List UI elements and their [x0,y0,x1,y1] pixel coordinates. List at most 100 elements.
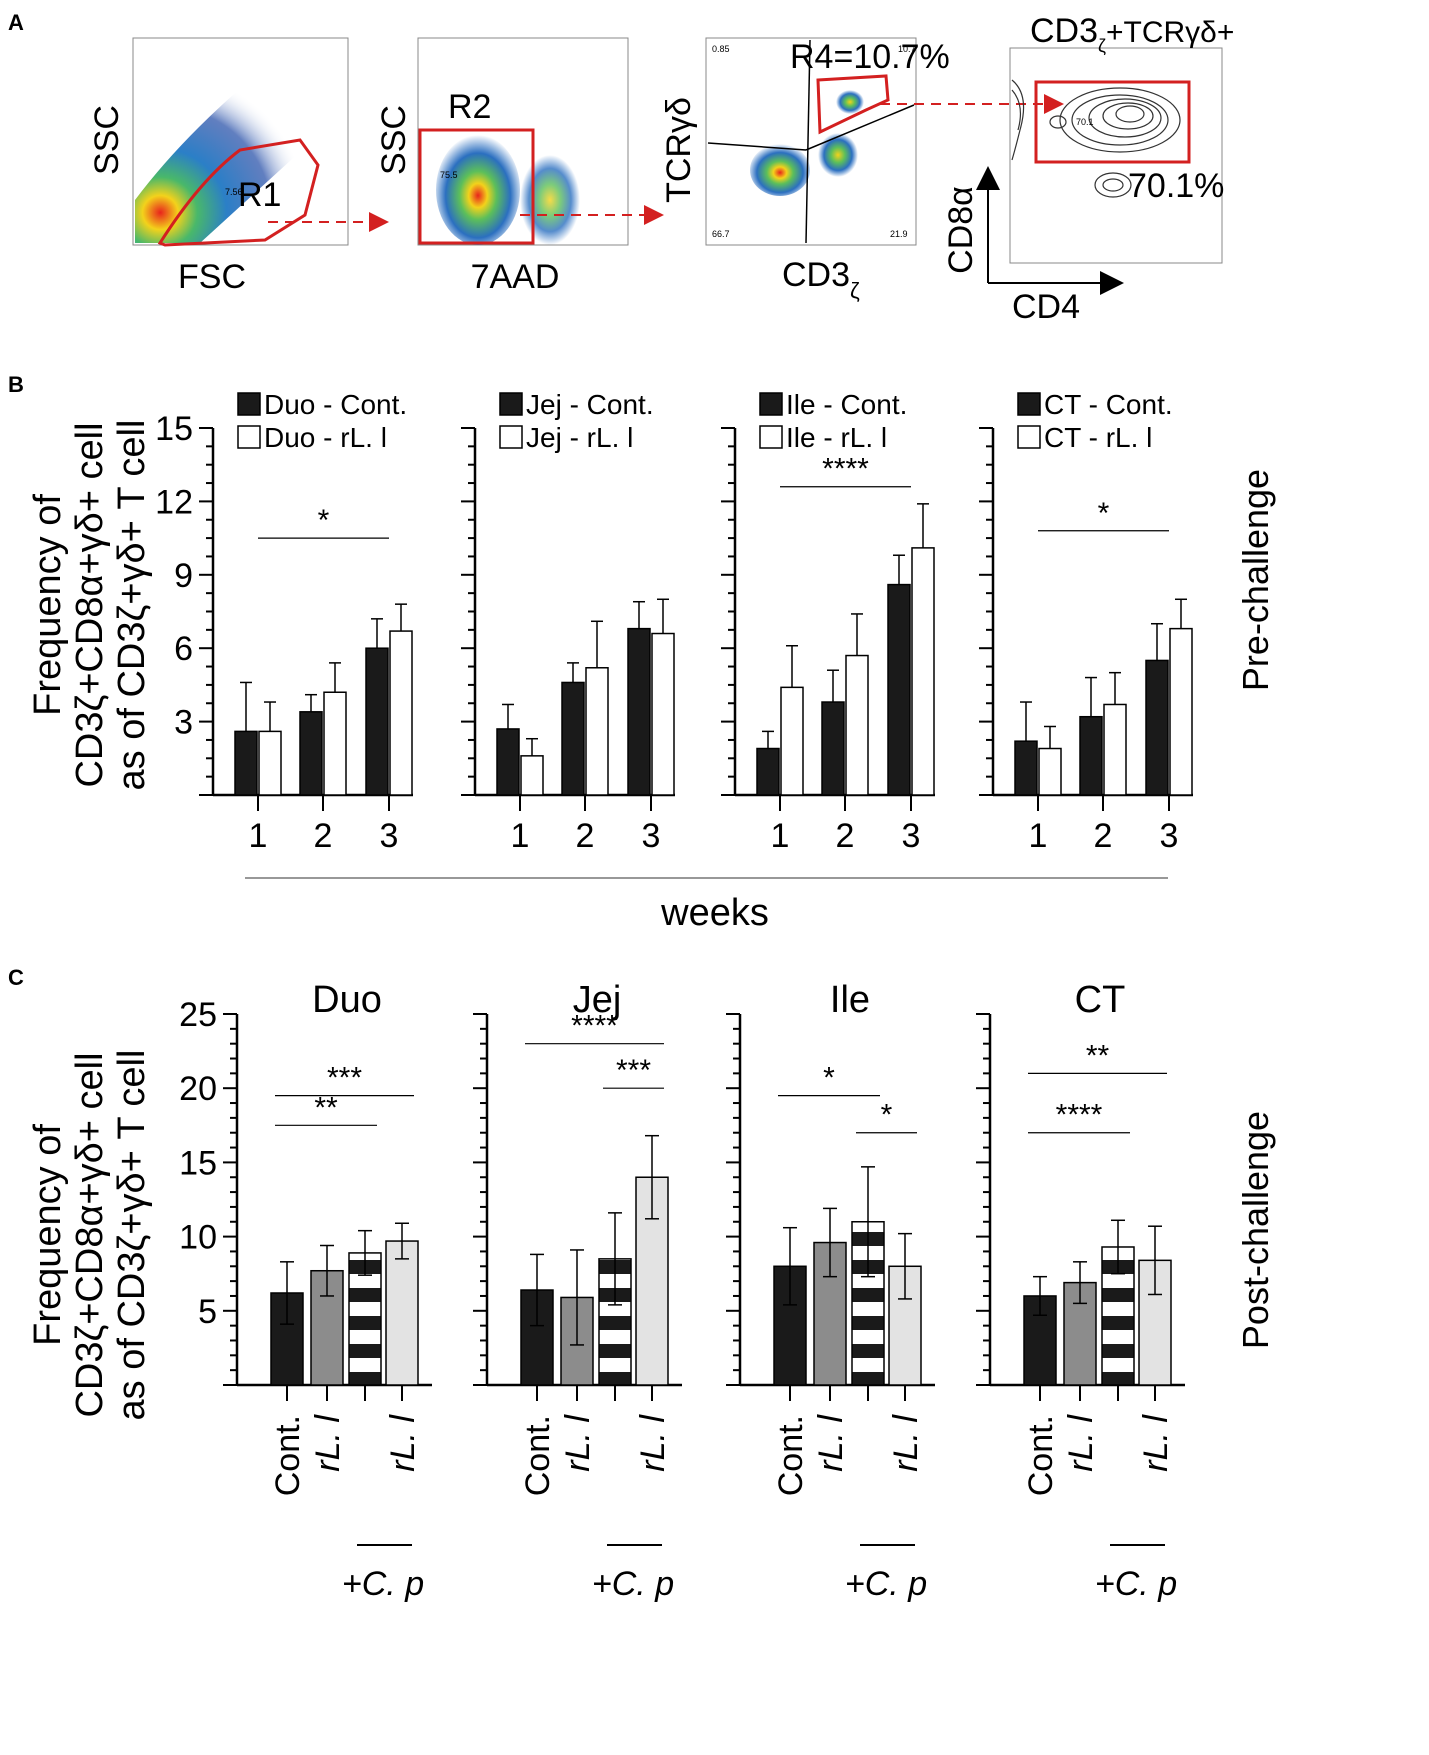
panel-title: Jej [573,979,622,1021]
legend-label-cont: Duo - Cont. [264,389,407,420]
flow-xlabel-7aad: 7AAD [471,258,560,296]
bar-rll-week-3 [651,632,675,796]
flow-plot-cd3-tcrgd: 0.85 10.7 66.7 21.9 R4=10.7% CD3ζ TCRγδ [660,37,1064,303]
bar-rll-week-2 [1103,703,1127,796]
gate-r4 [816,74,890,135]
legend-label-rll: Duo - rL. l [264,422,387,453]
flow-plot-cd4-cd8a: 70.1 70.1% CD3ζ+TCRγδ+ CD4 CD8α [942,12,1234,326]
x-tick-label: 2 [314,817,333,855]
flow-xlabel-fsc: FSC [178,258,246,296]
flow-plot-fsc-ssc: 7.56 R1 FSC SSC [88,37,389,296]
gate-cd8-percent: 70.1% [1128,167,1224,205]
bar-cont-week-1 [756,747,780,796]
significance-label: * [1098,497,1110,530]
x-tick-label: 1 [1029,817,1048,855]
legend-swatch-cont [759,392,783,416]
y-tick-label: 10 [179,1219,217,1257]
x-tick-label: rL. l [634,1414,672,1472]
x-tick-label: 1 [771,817,790,855]
flow-ylabel-cd8a: CD8α [942,186,980,274]
legend-swatch-rll [1017,425,1041,449]
bar-cont-week-1 [496,728,520,796]
gate-r4-label: R4=10.7% [790,38,950,76]
bar-cont-week-2 [1079,715,1103,796]
x-tick-label: 2 [576,817,595,855]
x-tick-label: rL. l [384,1414,422,1472]
y-axis-label-b-line2: CD3ζ+CD8α+γδ+ cell [69,422,111,787]
quadrant-divider [805,104,915,151]
bar-cont-week-3 [627,627,651,796]
legend-swatch-cont [1017,392,1041,416]
gate-r2-value: 75.5 [440,170,458,180]
gate-r2 [418,128,535,245]
y-axis-label-c-line1: Frequency of [27,1124,69,1346]
x-tick-label: rL. l [812,1414,850,1472]
flow-density-cluster [436,135,520,245]
y-tick-label: 9 [174,557,193,595]
bar-cont-week-1 [1014,740,1038,796]
x-axis-label-weeks: weeks [660,892,769,934]
bar-rll-week-1 [1038,747,1062,796]
contour-lines [1011,79,1181,198]
x-tick-label: 3 [1160,817,1179,855]
x-tick-label: rL. l [559,1414,597,1472]
legend-label-rll: CT - rL. l [1044,422,1152,453]
panel-letter-a: A [8,10,24,35]
legend-label-cont: Ile - Cont. [786,389,907,420]
x-tick-label: 2 [836,817,855,855]
flow-density-cluster [750,144,810,196]
y-axis-label-c-line2: CD3ζ+CD8α+γδ+ cell [69,1052,111,1417]
y-tick-label: 6 [174,630,193,668]
bar-cont-week-2 [561,681,585,796]
x-tick-label: rL. l [1062,1414,1100,1472]
significance-label: *** [327,1062,362,1095]
bar-rll-cp [888,1265,922,1386]
side-label-pre-challenge: Pre-challenge [1235,469,1276,691]
panel-letter-b: B [8,372,24,397]
y-tick-label: 3 [174,704,193,742]
gate-r2-label: R2 [448,88,491,126]
x-tick-label: rL. l [887,1414,925,1472]
x-tick-label: 2 [1094,817,1113,855]
bar-cont-week-3 [887,583,911,796]
bar-rll-week-2 [323,691,347,796]
bar-rll-week-3 [1169,627,1193,796]
flow-plot-frame [132,37,349,246]
significance-label: * [881,1099,893,1132]
significance-label: **** [822,453,869,486]
y-tick-label: 15 [155,410,193,448]
significance-label: **** [1056,1099,1103,1132]
gate-r1-label: R1 [238,176,281,214]
legend-label-cont: CT - Cont. [1044,389,1173,420]
bar-cont-week-1 [234,730,258,796]
quadrant-value-ul: 0.85 [712,44,730,54]
gate-cd8-box [1034,80,1191,164]
side-label-post-challenge: Post-challenge [1235,1111,1276,1349]
quadrant-value-ll: 66.7 [712,229,730,239]
x-tick-label: 3 [902,817,921,855]
x-tick-label: 3 [380,817,399,855]
significance-label: * [318,504,330,537]
flow-density-cluster [520,155,580,245]
x-tick-label: 1 [249,817,268,855]
panel-title: Ile [830,979,870,1021]
bar-cont-week-2 [299,711,323,796]
y-axis-label-b-line1: Frequency of [27,494,69,716]
flow-plot-4-title: CD3ζ+TCRγδ+ [1030,12,1234,56]
legend-label-cont: Jej - Cont. [526,389,654,420]
bar-rll-week-3 [389,630,413,796]
flow-plot-frame [1009,47,1223,264]
flow-density-cloud [135,40,346,243]
bar-rll-week-3 [911,547,935,796]
significance-label: ** [314,1091,338,1124]
bar-rll-week-1 [780,686,804,796]
significance-label: ** [1086,1039,1110,1072]
chart-group-ile: 1 2 3 Ile - Cont.Ile - rL. l**** [721,389,935,855]
flow-density-cluster [836,90,864,114]
legend-label-rll: Jej - rL. l [526,422,633,453]
chart-group-jej: 1 2 3 Jej - Cont.Jej - rL. l [461,389,675,855]
gate-r1 [157,138,320,247]
cp-group-label: +C. p [845,1565,927,1603]
